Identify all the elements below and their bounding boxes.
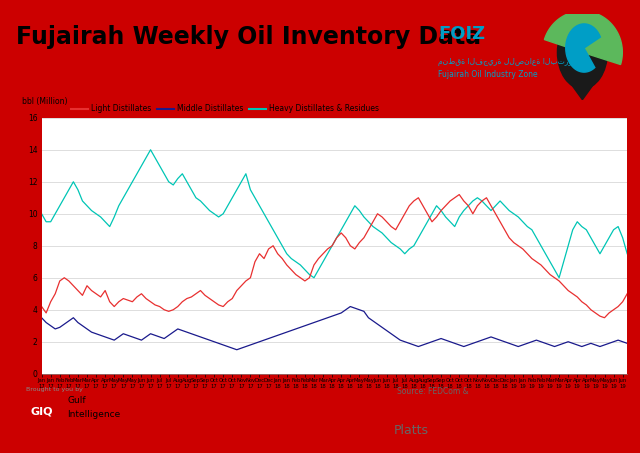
- Polygon shape: [545, 11, 622, 64]
- Polygon shape: [566, 24, 600, 72]
- Text: Source: FEDCom &: Source: FEDCom &: [397, 387, 468, 396]
- Text: Intelligence: Intelligence: [67, 410, 120, 419]
- Text: S&P Global: S&P Global: [394, 402, 488, 417]
- Text: GIQ: GIQ: [31, 406, 53, 416]
- Text: Fujairah Weekly Oil Inventory Data: Fujairah Weekly Oil Inventory Data: [16, 25, 481, 49]
- Text: Brought to you by: Brought to you by: [26, 387, 83, 392]
- Text: bbl (Million): bbl (Million): [22, 97, 68, 106]
- Text: Fujairah Oil Industry Zone: Fujairah Oil Industry Zone: [438, 70, 538, 79]
- Text: Platts: Platts: [394, 424, 429, 437]
- Polygon shape: [570, 82, 595, 100]
- Text: Gulf: Gulf: [67, 396, 86, 405]
- Text: FOIZ: FOIZ: [438, 25, 485, 43]
- Text: منطقة الفجيرة للصناعة البترولية: منطقة الفجيرة للصناعة البترولية: [438, 57, 588, 66]
- Legend: Light Distillates, Middle Distillates, Heavy Distillates & Residues: Light Distillates, Middle Distillates, H…: [68, 101, 382, 116]
- Ellipse shape: [557, 16, 607, 89]
